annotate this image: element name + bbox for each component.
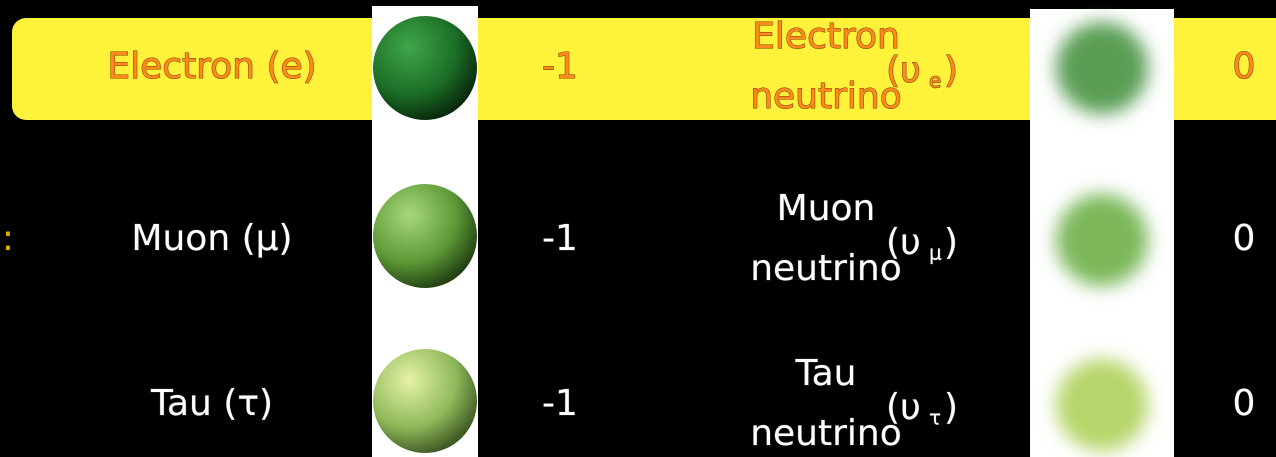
particle-image [373,184,477,288]
charge: -1 [542,383,578,424]
particle-name: Muon (μ) [131,218,292,259]
highlight-row [12,18,1276,120]
neutrino-name: Muon [777,188,876,229]
neutrino-symbol: ) [944,50,958,91]
neutrino-name: Electron [752,16,900,57]
charge: -1 [542,218,578,259]
neutrino-symbol: (υ [886,50,921,91]
neutrino-symbol: ) [944,387,958,428]
neutrino-symbol-sub: μ [929,241,942,265]
neutrino-symbol: (υ [886,222,921,263]
neutrino-charge: 0 [1233,218,1256,259]
neutrino-name: Tau [795,353,857,394]
particle-name: Tau (τ) [150,383,273,424]
neutrino-image [1056,194,1148,286]
charge: -1 [542,46,578,87]
neutrino-image [1056,359,1148,451]
particle-image [373,16,477,120]
particle-name: Electron (e) [107,46,316,87]
neutrino-charge: 0 [1233,383,1256,424]
neutrino-symbol: (υ [886,387,921,428]
stray-mark: : [2,218,14,259]
particle-image [373,349,477,453]
neutrino-name: neutrino [750,76,902,117]
neutrino-image [1056,22,1148,114]
neutrino-charge: 0 [1233,46,1256,87]
neutrino-name: neutrino [750,413,902,454]
neutrino-symbol-sub: τ [929,406,941,430]
neutrino-name: neutrino [750,248,902,289]
neutrino-symbol: ) [944,222,958,263]
neutrino-symbol-sub: e [929,69,941,93]
